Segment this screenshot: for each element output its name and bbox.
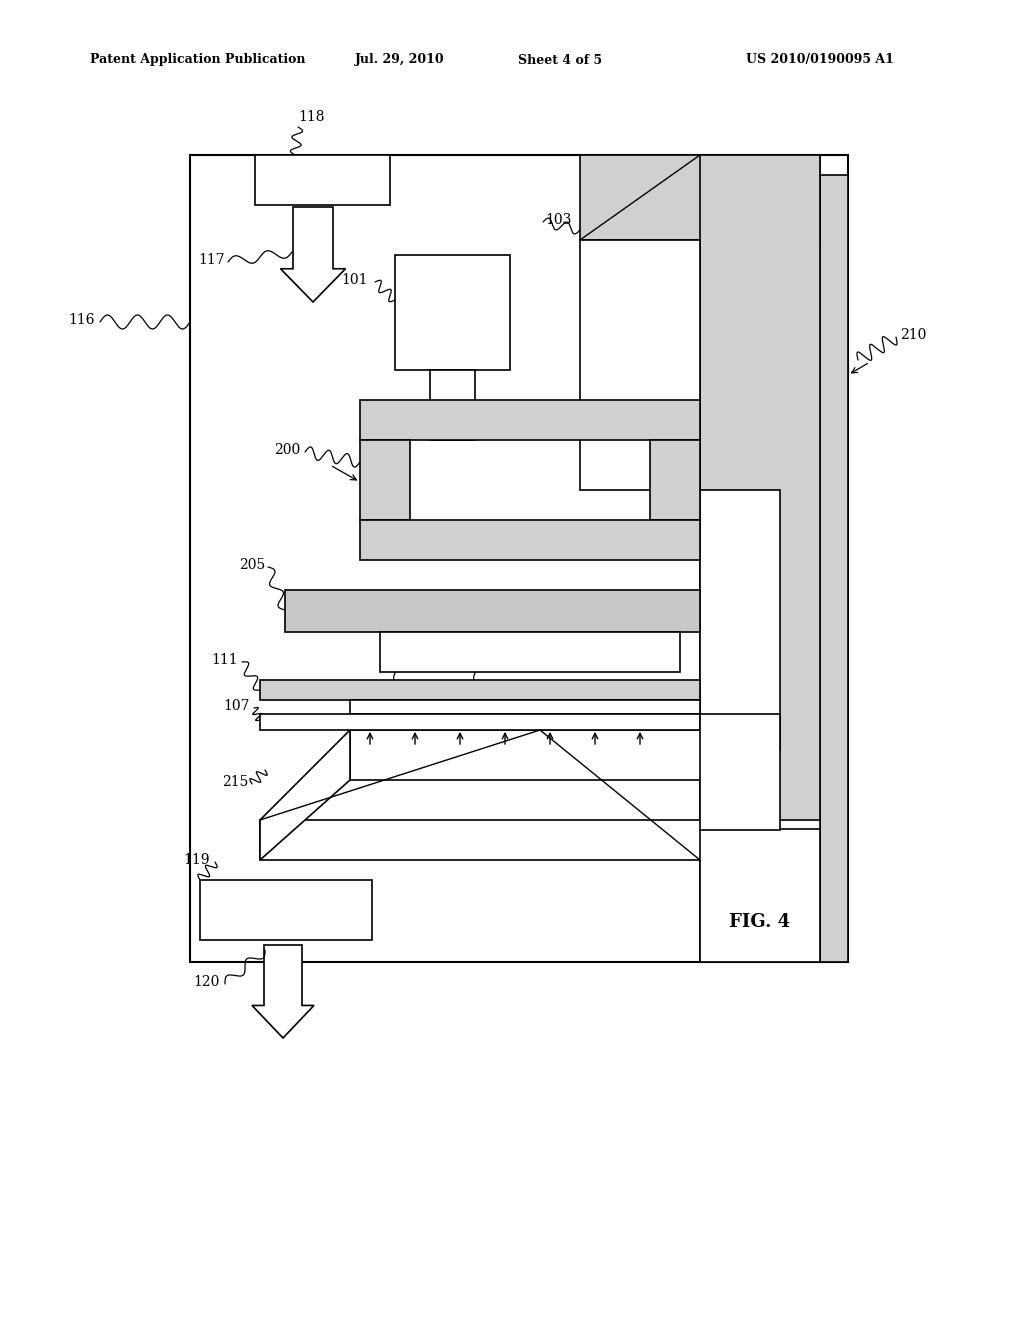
Text: 107: 107 <box>223 700 250 713</box>
Polygon shape <box>260 730 350 861</box>
Text: 116: 116 <box>69 313 95 327</box>
Text: 118: 118 <box>298 110 325 124</box>
Bar <box>285 590 700 632</box>
Bar <box>700 714 780 830</box>
Bar <box>580 154 820 240</box>
Bar <box>190 154 848 962</box>
Text: 101: 101 <box>341 273 368 286</box>
Bar <box>360 440 410 520</box>
Bar <box>350 700 700 714</box>
Text: 205: 205 <box>239 558 265 572</box>
Bar <box>395 255 510 370</box>
Text: 210: 210 <box>900 327 927 342</box>
Text: 113: 113 <box>465 653 492 667</box>
Bar <box>260 714 700 730</box>
Text: Patent Application Publication: Patent Application Publication <box>90 54 305 66</box>
Text: Sheet 4 of 5: Sheet 4 of 5 <box>518 54 602 66</box>
Bar <box>650 440 700 520</box>
Bar <box>360 400 700 440</box>
Text: 117: 117 <box>199 253 225 267</box>
Text: 103: 103 <box>545 213 571 227</box>
Text: 112: 112 <box>390 653 417 667</box>
Text: 119: 119 <box>183 853 210 867</box>
Bar <box>350 730 730 780</box>
Bar <box>700 490 780 750</box>
Text: 215: 215 <box>221 775 248 789</box>
Text: US 2010/0190095 A1: US 2010/0190095 A1 <box>746 54 894 66</box>
Bar <box>255 154 390 205</box>
Bar <box>200 880 372 940</box>
Bar <box>580 240 700 490</box>
Bar <box>360 520 700 560</box>
Text: FIG. 4: FIG. 4 <box>729 913 790 931</box>
Bar <box>700 154 820 962</box>
Bar <box>820 176 848 962</box>
Bar <box>700 829 820 962</box>
Bar <box>260 820 820 861</box>
Bar <box>260 680 700 700</box>
Bar <box>430 370 475 440</box>
Text: Jul. 29, 2010: Jul. 29, 2010 <box>355 54 444 66</box>
Polygon shape <box>252 945 314 1038</box>
Text: 200: 200 <box>273 444 300 457</box>
Text: 120: 120 <box>194 975 220 989</box>
Text: 111: 111 <box>211 653 238 667</box>
Polygon shape <box>281 207 345 302</box>
Bar <box>380 632 680 672</box>
